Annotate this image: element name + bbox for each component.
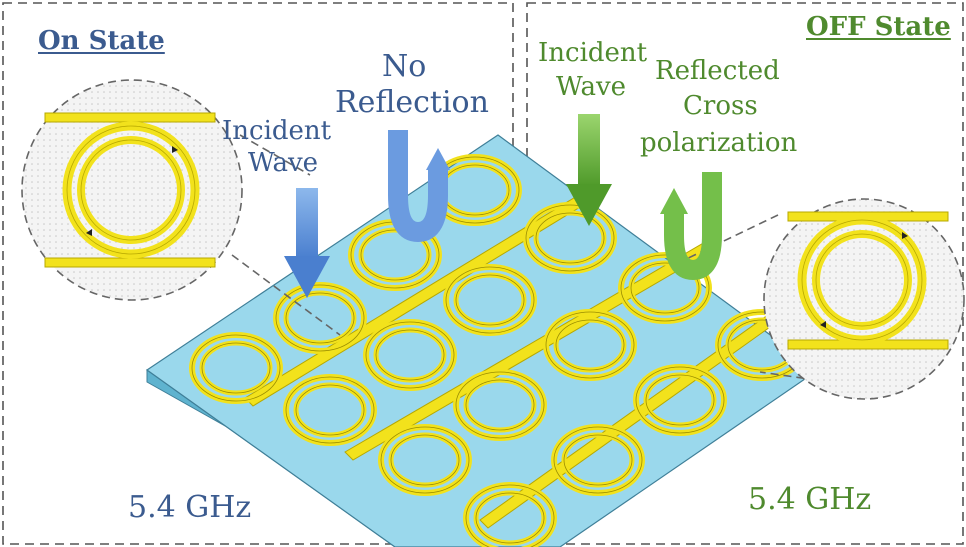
ring-resonator [463,482,557,547]
ring-resonator [523,202,617,274]
on-incident-label-line2: Wave [248,148,319,178]
ring-resonator [551,424,645,496]
reflected-label-line3: polarization [640,128,798,158]
ring-resonator [543,309,637,381]
on-state-zoom-inset [21,79,243,301]
off-reflected-arrow [660,172,722,281]
off-state-zoom-inset [763,198,965,400]
reflected-label-line1: Reflected [655,56,780,86]
on-state-title: On State [38,26,165,56]
off-incident-label-line1: Incident [538,38,648,68]
ring-resonator [378,424,472,496]
ring-resonator [189,332,283,404]
on-incident-label-line1: Incident [222,116,332,146]
off-state-title: OFF State [806,12,951,42]
ring-resonator [633,364,727,436]
ring-resonator [443,264,537,336]
ring-resonator [273,282,367,354]
no-reflection-label-line2: Reflection [335,85,489,120]
off-incident-label-line2: Wave [556,72,627,102]
ring-resonator [363,319,457,391]
off-incident-arrow [566,114,612,226]
on-no-reflection-arrow [388,130,450,243]
ring-resonator [283,374,377,446]
ring-resonator [618,252,712,324]
no-reflection-label-line1: No [382,49,427,84]
on-frequency-label: 5.4 GHz [128,490,252,525]
ring-resonator [453,369,547,441]
off-frequency-label: 5.4 GHz [748,482,872,517]
reflected-label-line2: Cross [683,91,758,121]
on-incident-arrow [284,188,330,298]
